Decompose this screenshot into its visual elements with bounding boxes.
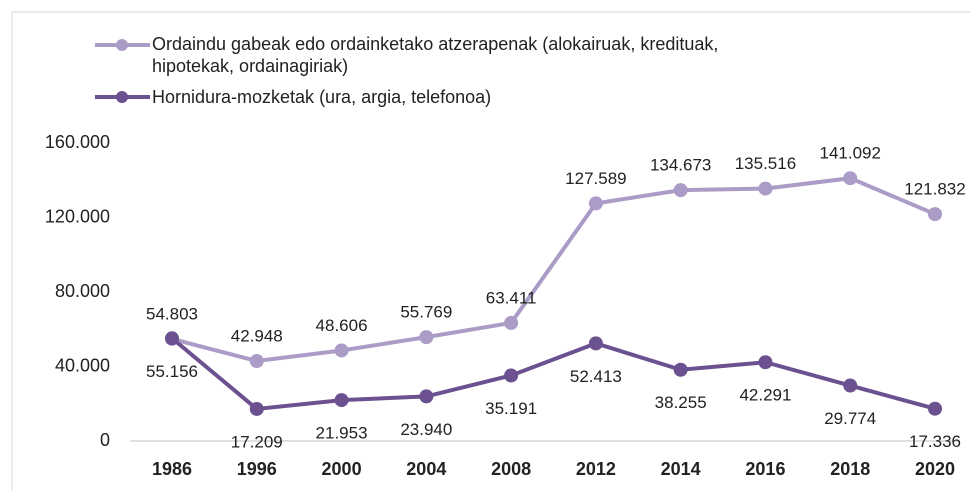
data-point (588, 336, 603, 351)
x-tick-label: 2014 (661, 459, 701, 479)
chart-frame (11, 11, 971, 491)
data-label: 17.209 (231, 432, 283, 451)
data-label: 23.940 (400, 420, 452, 439)
data-label: 21.953 (316, 424, 368, 443)
data-point (843, 378, 858, 393)
data-point (928, 401, 942, 416)
x-tick-label: 2012 (576, 459, 616, 479)
data-point (249, 354, 264, 369)
data-label: 121.832 (904, 180, 965, 199)
series-line (170, 336, 936, 412)
x-tick-label: 2000 (322, 459, 362, 479)
series-line (171, 176, 936, 364)
y-tick-label: 120.000 (45, 206, 110, 226)
data-point (504, 315, 519, 330)
x-tick-label: 1986 (152, 459, 192, 479)
data-label: 63.411 (486, 288, 537, 307)
data-label: 54.803 (146, 304, 198, 323)
x-tick-label: 2020 (915, 459, 955, 479)
data-point (165, 331, 179, 346)
data-label: 17.336 (909, 432, 961, 451)
data-label: 29.774 (824, 409, 876, 428)
data-point (843, 171, 858, 186)
data-point (758, 355, 773, 370)
data-point (673, 362, 688, 377)
legend-label: Hornidura-mozketak (ura, argia, telefono… (152, 87, 492, 107)
data-point (588, 196, 603, 211)
x-tick-label: 2004 (406, 459, 446, 479)
data-label: 134.673 (650, 156, 711, 175)
x-tick-label: 2008 (491, 459, 531, 479)
legend-marker (116, 39, 128, 51)
x-tick-label: 1996 (237, 459, 277, 479)
y-tick-label: 0 (100, 430, 110, 450)
data-label: 52.413 (570, 367, 622, 386)
data-label: 141.092 (819, 144, 880, 163)
y-tick-label: 40.000 (55, 355, 110, 375)
data-point (334, 343, 349, 358)
data-label: 48.606 (316, 316, 368, 335)
x-tick-label: 2016 (745, 459, 785, 479)
data-label: 35.191 (485, 399, 537, 418)
data-label: 38.255 (655, 393, 707, 412)
legend-label: Ordaindu gabeak edo ordainketako atzerap… (152, 34, 719, 76)
data-label: 55.769 (400, 303, 452, 322)
data-point (928, 207, 942, 222)
y-tick-label: 80.000 (55, 281, 110, 301)
data-point (419, 389, 434, 404)
data-point (419, 330, 434, 345)
data-point (673, 183, 688, 198)
data-point (504, 368, 519, 383)
x-tick-label: 2018 (830, 459, 870, 479)
data-label: 42.948 (231, 326, 283, 345)
data-label: 135.516 (735, 154, 796, 173)
data-point (249, 401, 264, 416)
legend-marker (116, 91, 128, 103)
data-label: 42.291 (739, 386, 791, 405)
y-tick-label: 160.000 (45, 132, 110, 152)
data-point (334, 393, 349, 408)
data-label: 127.589 (565, 169, 626, 188)
data-point (758, 181, 773, 196)
data-label: 55.156 (146, 362, 198, 381)
